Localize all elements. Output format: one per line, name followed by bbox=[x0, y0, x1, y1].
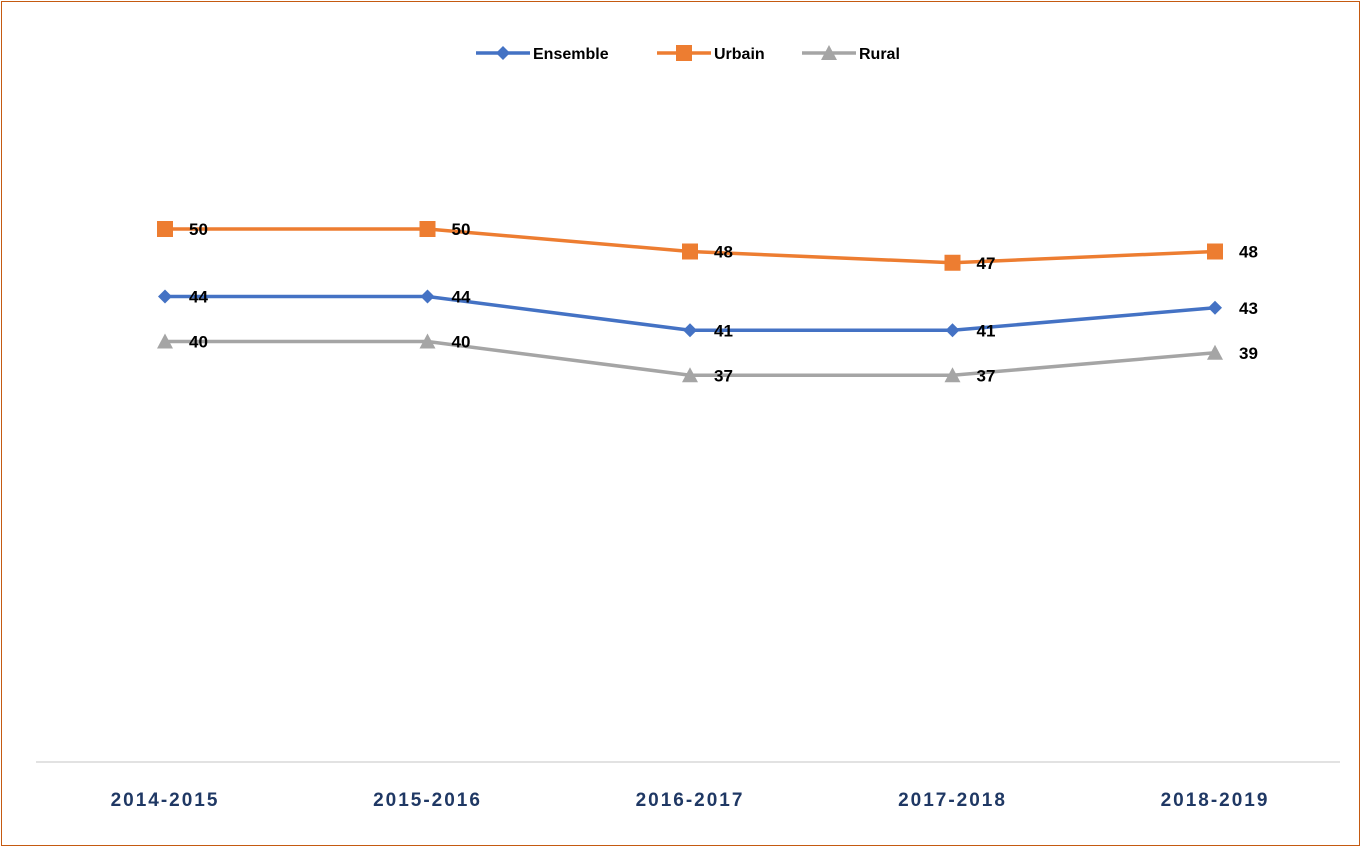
legend-label-ensemble: Ensemble bbox=[533, 46, 609, 63]
x-tick-labels: 2014-2015 2015-2016 2016-2017 2017-2018 2018… bbox=[111, 790, 1270, 811]
x-tick-label: 2017-2018 bbox=[898, 790, 1007, 811]
legend-item-ensemble: Ensemble bbox=[476, 46, 609, 63]
data-label-rural: 37 bbox=[714, 366, 733, 385]
data-point-ensemble bbox=[945, 323, 960, 338]
data-point-urbain bbox=[944, 254, 961, 271]
data-point-ensemble bbox=[158, 289, 172, 304]
data-point-urbain bbox=[1207, 243, 1223, 260]
x-tick-label: 2018-2019 bbox=[1161, 790, 1270, 811]
data-label-layer: 44 44 41 41 43 50 50 48 47 48 40 40 37 37 39 bbox=[189, 220, 1258, 385]
legend-marker-urbain bbox=[676, 45, 692, 61]
data-label-ensemble: 41 bbox=[714, 321, 733, 340]
legend-item-rural: Rural bbox=[802, 45, 900, 63]
data-point-ensemble bbox=[1208, 300, 1222, 315]
legend-label-urbain: Urbain bbox=[714, 46, 765, 63]
data-label-ensemble: 41 bbox=[977, 321, 996, 340]
x-tick-label: 2014-2015 bbox=[111, 790, 220, 811]
data-label-ensemble: 44 bbox=[452, 288, 471, 307]
data-label-ensemble: 43 bbox=[1239, 299, 1258, 318]
data-point-urbain bbox=[157, 221, 173, 237]
legend-marker-ensemble bbox=[496, 46, 510, 60]
data-point-ensemble bbox=[420, 289, 435, 304]
data-point-urbain bbox=[682, 243, 698, 260]
series-layer bbox=[157, 221, 1223, 383]
legend: Ensemble Urbain Rural bbox=[476, 45, 900, 63]
legend-label-rural: Rural bbox=[859, 46, 900, 63]
data-label-rural: 39 bbox=[1239, 344, 1258, 363]
data-label-rural: 40 bbox=[189, 333, 208, 352]
data-label-urbain: 50 bbox=[452, 220, 471, 239]
data-label-ensemble: 44 bbox=[189, 288, 208, 307]
data-point-rural bbox=[157, 333, 173, 349]
data-point-rural bbox=[682, 367, 698, 383]
legend-marker-rural bbox=[821, 45, 837, 60]
legend-item-urbain: Urbain bbox=[657, 45, 765, 63]
data-label-rural: 40 bbox=[452, 333, 471, 352]
data-label-urbain: 47 bbox=[977, 254, 996, 273]
data-point-rural bbox=[944, 367, 961, 383]
data-label-rural: 37 bbox=[977, 366, 996, 385]
data-label-urbain: 48 bbox=[1239, 243, 1258, 262]
x-tick-label: 2016-2017 bbox=[636, 790, 745, 811]
data-point-rural bbox=[419, 333, 436, 349]
data-point-ensemble bbox=[683, 323, 697, 338]
data-point-urbain bbox=[419, 221, 436, 237]
data-point-rural bbox=[1207, 344, 1223, 360]
data-label-urbain: 48 bbox=[714, 243, 733, 262]
data-label-urbain: 50 bbox=[189, 220, 208, 239]
x-tick-label: 2015-2016 bbox=[373, 790, 482, 811]
